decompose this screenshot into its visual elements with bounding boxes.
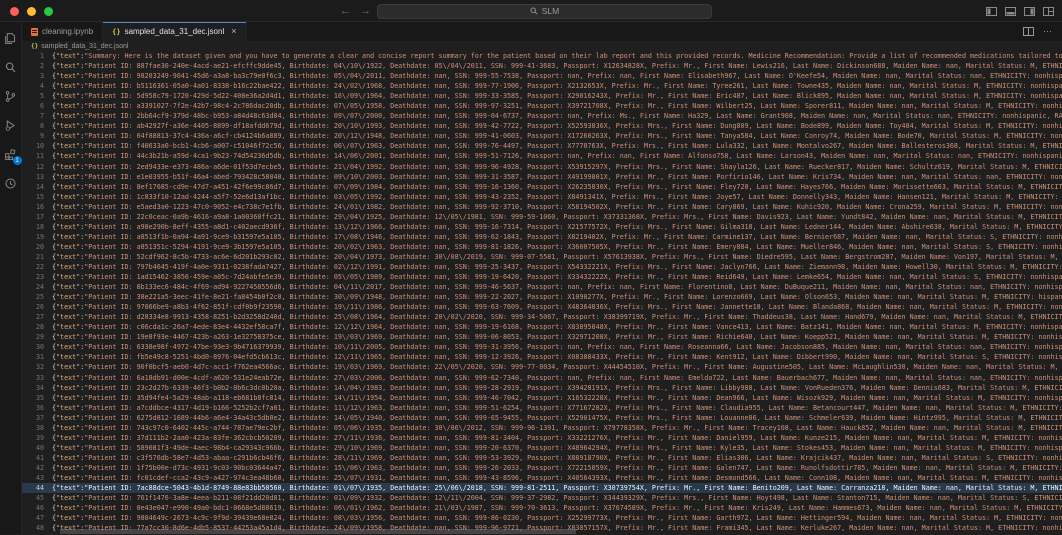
code-line-14[interactable]: 14{"text": "Patient ID: 8ef17685-cd9e-47d…: [35, 182, 1062, 191]
minimize-window-button[interactable]: [27, 6, 36, 16]
explorer-icon[interactable]: [3, 30, 19, 46]
code-line-28[interactable]: 28{"text": "Patient ID: c06cda1c-26a7-4ed…: [35, 323, 1062, 332]
horizontal-scrollbar[interactable]: [60, 529, 576, 534]
activity-bar: 1: [0, 22, 22, 534]
code-line-3[interactable]: 3{"text": "Patient ID: 98203249-9041-45d6…: [39, 72, 1062, 81]
close-tab-icon[interactable]: ×: [231, 26, 237, 36]
code-lines: 1{"text": "Summary: Here is the dataset g…: [22, 51, 1062, 533]
navigate-back-button[interactable]: ←: [340, 5, 351, 17]
code-line-45[interactable]: 45{"text": "Patient ID: 761f1476-3a8e-4ee…: [35, 494, 1062, 503]
code-line-33[interactable]: 33{"text": "Patient ID: 6a18db91-d00e-4cd…: [35, 373, 1062, 382]
extensions-icon[interactable]: 1: [3, 146, 22, 165]
code-line-7[interactable]: 7{"text": "Patient ID: 2bb64cf9-379d-48bc…: [39, 112, 1062, 121]
code-line-8[interactable]: 8{"text": "Patient ID: ab42927f-a36e-4405…: [39, 122, 1062, 131]
code-line-37[interactable]: 37{"text": "Patient ID: 6275d812-1689-44b…: [35, 413, 1062, 422]
close-window-button[interactable]: [10, 6, 19, 16]
code-line-42[interactable]: 42{"text": "Patient ID: 1f75b00e-d73c-493…: [35, 463, 1062, 472]
code-line-4[interactable]: 4{"text": "Patient ID: b5116361-05a0-4a01…: [39, 82, 1062, 91]
tab-bar: cleaning.ipynb {} sampled_data_31_dec.js…: [22, 22, 1062, 41]
code-line-12[interactable]: 12{"text": "Patient ID: 2ed9433e-e373-486…: [35, 162, 1062, 171]
code-line-46[interactable]: 46{"text": "Patient ID: 0e43e047-e990-49a…: [35, 504, 1062, 513]
workspace-name: SLM: [541, 6, 560, 16]
navigate-forward-button[interactable]: →: [360, 5, 371, 17]
extensions-badge: 1: [12, 156, 22, 165]
split-editor-icon[interactable]: [1023, 27, 1034, 36]
code-line-29[interactable]: 29{"text": "Patient ID: 19e8f93e-4467-423…: [35, 333, 1062, 342]
tab-sampled-data-31-dec-jsonl[interactable]: {} sampled_data_31_dec.jsonl ×: [103, 22, 247, 41]
code-line-2[interactable]: 2{"text": "Patient ID: 887fae30-240e-4acd…: [39, 62, 1062, 71]
customize-layout-icon[interactable]: [1043, 6, 1054, 16]
code-line-19[interactable]: 19{"text": "Patient ID: a8513f1b-0a94-4a9…: [35, 232, 1062, 241]
code-line-31[interactable]: 31{"text": "Patient ID: fb5e49c8-5251-4bd…: [35, 353, 1062, 362]
code-editor[interactable]: 1{"text": "Summary: Here is the dataset g…: [22, 51, 1062, 534]
code-line-9[interactable]: 9{"text": "Patient ID: 04f88813-37c4-436a…: [39, 132, 1062, 141]
code-line-26[interactable]: 26{"text": "Patient ID: 97066be9-a8b3-4f6…: [35, 303, 1062, 312]
code-line-1[interactable]: 1{"text": "Summary: Here is the dataset g…: [39, 52, 1062, 60]
code-line-43[interactable]: 43{"text": "Patient ID: fc01cdef-cca2-43c…: [35, 473, 1062, 482]
code-line-30[interactable]: 30{"text": "Patient ID: 6338e98f-4972-47b…: [35, 343, 1062, 352]
code-line-11[interactable]: 11{"text": "Patient ID: 44c3b21b-a59d-4ca…: [35, 152, 1062, 161]
search-icon: [530, 7, 538, 15]
code-line-36[interactable]: 36{"text": "Patient ID: a7cddbce-4317-4d1…: [35, 403, 1062, 412]
toggle-primary-sidebar-icon[interactable]: [986, 6, 997, 16]
code-line-20[interactable]: 20{"text": "Patient ID: a851351c-5294-419…: [35, 242, 1062, 251]
more-actions-icon[interactable]: ⋯: [1043, 26, 1053, 36]
tab-label: cleaning.ipynb: [42, 27, 94, 36]
code-line-41[interactable]: 41{"text": "Patient ID: c3f576db-58e7-4d5…: [35, 453, 1062, 462]
code-line-40[interactable]: 40{"text": "Patient ID: 589081f3-49de-4ae…: [35, 443, 1062, 452]
code-line-24[interactable]: 24{"text": "Patient ID: 8b133ec6-484c-4f6…: [35, 283, 1062, 292]
code-line-35[interactable]: 35{"text": "Patient ID: 35d94fe4-5a29-48a…: [35, 393, 1062, 402]
code-line-21[interactable]: 21{"text": "Patient ID: 52cdf962-8c5b-473…: [35, 252, 1059, 261]
toggle-panel-icon[interactable]: [1005, 6, 1016, 16]
code-line-17[interactable]: 17{"text": "Patient ID: 22c0ceac-0a9b-461…: [35, 212, 1062, 221]
window-controls: [10, 6, 53, 16]
code-line-6[interactable]: 6{"text": "Patient ID: a3391027-7f2e-42b7…: [39, 102, 1062, 111]
notebook-icon: [31, 27, 38, 36]
code-line-38[interactable]: 38{"text": "Patient ID: 743c97c0-6402-445…: [35, 423, 1062, 432]
code-line-32[interactable]: 32{"text": "Patient ID: 90f0bcf5-aeb0-4d7…: [35, 363, 1059, 372]
toggle-secondary-sidebar-icon[interactable]: [1024, 6, 1035, 16]
breadcrumb[interactable]: {} sampled_data_31_dec.jsonl: [22, 41, 1062, 51]
json-icon: {}: [112, 27, 121, 36]
title-bar: ← → SLM: [0, 0, 1062, 22]
code-line-16[interactable]: 16{"text": "Patient ID: e5aed3a0-1223-47c…: [35, 202, 1062, 211]
run-debug-icon[interactable]: [3, 117, 19, 133]
code-line-13[interactable]: 13{"text": "Patient ID: e1e03955-b51f-46a…: [35, 172, 1062, 181]
tab-label: sampled_data_31_dec.jsonl: [124, 27, 225, 36]
code-line-15[interactable]: 15{"text": "Patient ID: 1c833f10-12ad-424…: [35, 192, 1062, 201]
command-center-search[interactable]: SLM: [377, 3, 712, 19]
code-line-23[interactable]: 23{"text": "Patient ID: 1ad15462-3856-459…: [35, 273, 1062, 282]
code-line-10[interactable]: 10{"text": "Patient ID: f40633a0-bcb1-4cb…: [35, 142, 1062, 151]
editor-group: cleaning.ipynb {} sampled_data_31_dec.js…: [22, 22, 1062, 534]
code-line-22[interactable]: 22{"text": "Patient ID: 797b4645-419f-4a0…: [35, 262, 1062, 271]
code-line-39[interactable]: 39{"text": "Patient ID: 37d111b2-2aa0-423…: [35, 433, 1062, 442]
json-icon: {}: [31, 42, 39, 50]
code-line-47[interactable]: 47{"text": "Patient ID: 9804649c-2673-4c9…: [35, 514, 1062, 523]
code-line-5[interactable]: 5{"text": "Patient ID: 5d958c79-1720-429d…: [39, 92, 1062, 101]
tab-cleaning-ipynb[interactable]: cleaning.ipynb: [22, 22, 104, 41]
source-control-icon[interactable]: [3, 88, 19, 104]
search-icon[interactable]: [3, 59, 19, 75]
code-line-27[interactable]: 27{"text": "Patient ID: d28334e8-9913-435…: [35, 313, 1062, 322]
code-line-48[interactable]: 48{"text": "Patient ID: 77a7cc30-8d6e-4db…: [35, 524, 1062, 533]
code-line-18[interactable]: 18{"text": "Patient ID: a98e290b-8eff-435…: [35, 222, 1062, 231]
code-line-25[interactable]: 25{"text": "Patient ID: 38e221a5-3eec-41f…: [35, 293, 1062, 302]
maximize-window-button[interactable]: [44, 6, 53, 16]
breadcrumb-file-name: sampled_data_31_dec.jsonl: [41, 42, 129, 50]
code-line-44[interactable]: 44{"text": "Patient ID: 7ac88dce-5043-4b1…: [22, 483, 1062, 494]
remote-circle-icon[interactable]: [3, 175, 19, 191]
code-line-34[interactable]: 34{"text": "Patient ID: 23c2d27b-6339-46f…: [35, 383, 1062, 392]
